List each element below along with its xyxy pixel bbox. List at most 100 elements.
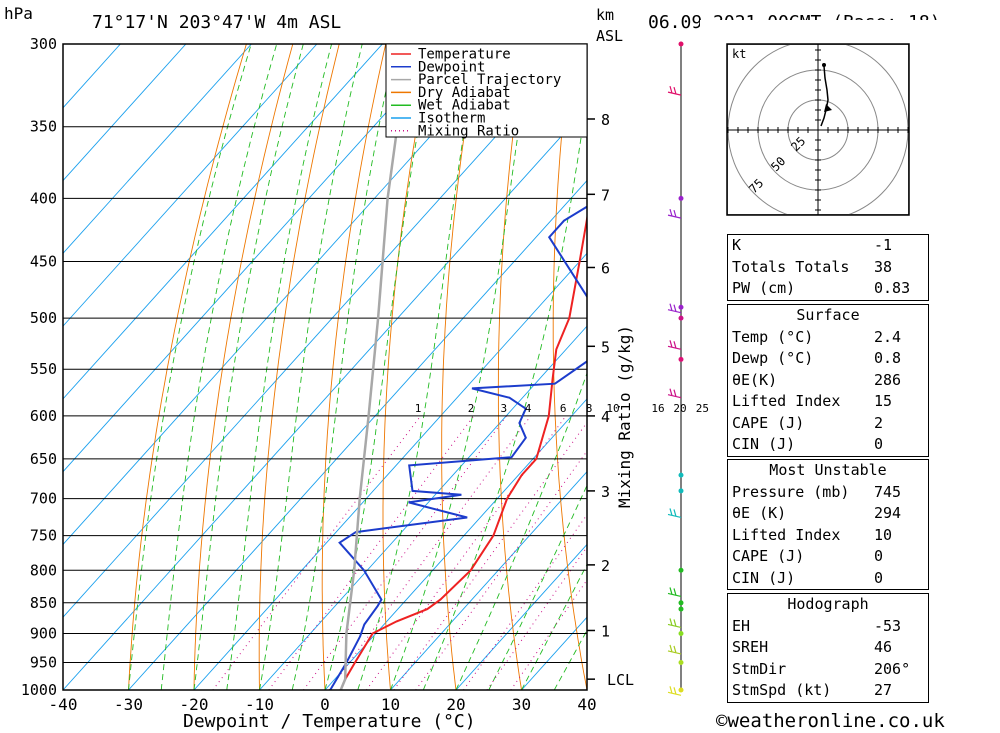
isotherm-line [63,44,252,255]
pressure-tick-label: 650 [30,450,57,468]
hodograph-unit-label: kt [732,47,746,61]
stat-value: 10 [874,525,893,544]
stat-key: EH [732,616,751,635]
stat-value: -1 [874,236,893,254]
stat-value: 745 [874,482,902,501]
axis-labels: 1 2 3 4 6 8 10 16 20 2530035040045050055060065070… [21,35,709,714]
dry-adiabat-line [497,44,526,690]
legend-label: Parcel Trajectory [418,72,561,88]
pressure-tick-label: 500 [30,309,57,327]
temperature-tick-label: 20 [446,695,465,714]
mixing-ratio-line [268,415,475,690]
wind-level-dot [678,41,684,47]
dry-adiabat-line [382,44,433,690]
height-tick-label: 2 [601,557,610,575]
wind-level-dot [678,315,684,321]
dry-adiabat-line [943,44,1000,690]
wind-barb [667,508,682,519]
wind-barb [667,303,682,314]
dry-adiabat-line [128,44,247,690]
wind-level-dot [678,567,684,573]
wind-level-dot [678,356,684,362]
stat-row: Dewp (°C) 0.8 [728,348,928,370]
pressure-tick-label: 550 [30,360,57,378]
temperature-tick-label: 0 [320,695,330,714]
hodograph-mask [700,20,727,240]
stat-value: 27 [874,681,893,699]
stat-key: CAPE (J) [732,413,805,432]
stat-row: StmSpd (kt) 27 [728,680,928,702]
stat-value: 0 [874,568,884,587]
isotherm-line [63,44,318,327]
stat-key: PW (cm) [732,279,796,297]
pressure-tick-label: 850 [30,594,57,612]
pressure-tick-label: 950 [30,653,57,671]
stat-key: CIN (J) [732,435,796,453]
isotherm-line [455,543,587,690]
mixing-ratio-label: 2 [468,402,475,415]
dry-adiabat-line [552,44,587,690]
stat-value: 38 [874,257,893,276]
mixing-ratio-line [303,415,507,690]
wet-adiabat-line [193,44,304,690]
stat-row: Lifted Index 10 [728,525,928,547]
hodograph-mask [727,20,909,44]
stat-value: 0 [874,547,884,565]
stat-key: θE (K) [732,504,787,522]
wind-barb [667,618,682,629]
wind-barb [667,644,682,655]
stat-row: StmDir 206° [728,659,928,681]
height-tick-label: 7 [601,186,610,204]
temperature-tick-label: -20 [180,695,209,714]
wet-adiabat-line [128,44,252,690]
stat-row: Lifted Index 15 [728,391,928,413]
legend-label: Wet Adiabat [418,98,511,114]
stat-value: 46 [874,638,893,656]
legend-label: Isotherm [418,111,485,127]
mixing-ratio-line [510,579,587,690]
isotherm-line [63,107,587,690]
pressure-tick-label: 400 [30,189,57,207]
temperature-tick-label: 30 [512,695,531,714]
stat-row: θE (K) 294 [728,503,928,525]
dewpoint-line [329,205,587,690]
isotherm-line [128,179,587,690]
stat-value: 2 [874,413,884,432]
height-tick-label: 1 [601,622,610,640]
height-tick-label: 3 [601,483,610,501]
surface-table: Surface Temp (°C) 2.4 Dewp (°C) 0.8 θE(K) 286… [727,304,929,457]
wind-level-dot [678,687,684,693]
wind-barb [667,85,682,96]
hodograph-top-point [822,63,826,67]
hodograph-frame [726,43,910,216]
wet-adiabat-line [488,484,587,690]
stat-value: 286 [874,370,902,389]
isotherm-line [193,252,587,690]
wind-barb [667,388,682,399]
stat-row: CIN (J) 0 [728,568,928,590]
height-tick-label: 8 [601,111,610,129]
wet-adiabat-line [455,371,587,690]
wind-barb-column [667,41,684,696]
wind-level-dot [678,600,684,606]
stat-key: θE(K) [732,370,778,389]
stat-value: 0.8 [874,349,902,367]
temperature-tick-label: -40 [49,695,78,714]
legend-label: Dewpoint [418,59,485,75]
mixing-ratio-label: 20 [673,402,686,415]
mixing-ratio-line [463,513,587,690]
stat-value: 0.83 [874,279,911,297]
hodograph-table: Hodograph EH -53 SREH 46 StmDir 206° StmSpd (k… [727,593,929,703]
indices-table: K -1 Totals Totals 38 PW (cm) 0.83 [727,234,929,301]
mixing-ratio-axis-title: Mixing Ratio (g/kg) [615,325,634,508]
wind-level-dot [678,195,684,201]
temperature-tick-label: 40 [577,695,596,714]
isotherm-line [324,398,587,690]
surface-title: Surface [796,306,860,324]
stat-key: Lifted Index [732,392,841,410]
mixing-ratio-line [415,450,587,690]
wind-level-dot [678,630,684,636]
